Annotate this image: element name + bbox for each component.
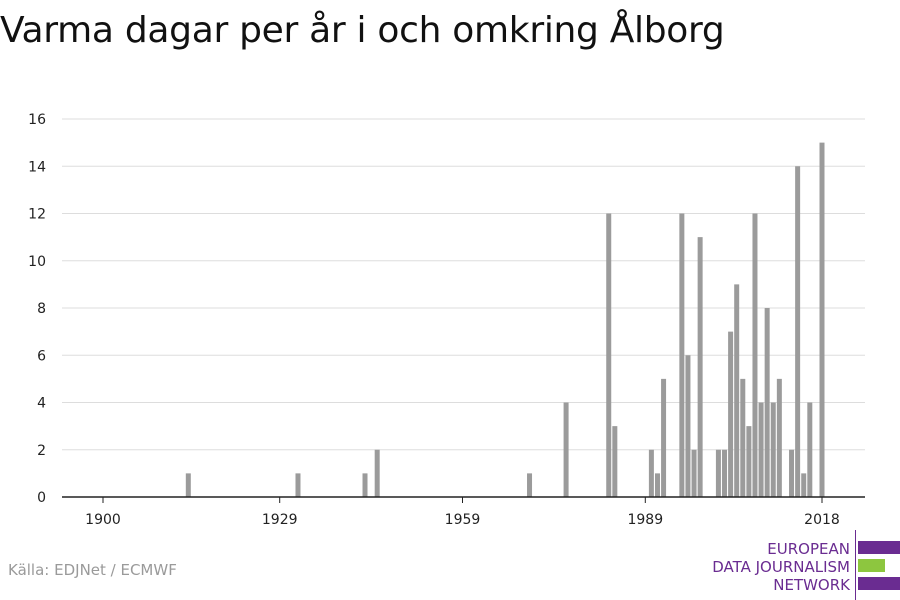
logo-bar-bottom <box>858 577 900 590</box>
bar-2010 <box>770 402 776 497</box>
y-tick-label: 14 <box>28 159 46 175</box>
logo-bar-top <box>858 541 900 554</box>
x-tick-label: 1929 <box>262 512 298 528</box>
bar-1932 <box>295 473 301 497</box>
x-tick-label: 1989 <box>627 512 663 528</box>
bar-2005 <box>740 378 746 497</box>
bars <box>185 142 825 497</box>
bar-1983 <box>606 213 612 497</box>
logo-line-3: NETWORK <box>773 576 850 594</box>
bar-1976 <box>563 402 569 497</box>
y-tick-label: 6 <box>37 348 46 364</box>
bar-2003 <box>728 331 734 497</box>
y-tick-label: 12 <box>28 207 46 223</box>
chart-title: Varma dagar per år i och omkring Ålborg <box>0 10 725 51</box>
y-tick-label: 10 <box>28 254 46 270</box>
x-axis-ticks: 1900 1929 1959 1989 2018 <box>85 497 840 528</box>
y-tick-label: 8 <box>37 301 46 317</box>
bar-1914 <box>185 473 191 497</box>
logo-text: EUROPEAN DATA JOURNALISM NETWORK <box>712 540 850 594</box>
y-tick-label: 4 <box>37 396 46 412</box>
bar-2007 <box>752 213 758 497</box>
bar-2004 <box>734 284 740 497</box>
bar-2011 <box>776 378 782 497</box>
bar-1970 <box>527 473 533 497</box>
bar-2018 <box>819 142 825 497</box>
bar-2014 <box>795 166 801 497</box>
x-tick-label: 1959 <box>445 512 481 528</box>
bar-1991 <box>654 473 660 497</box>
x-tick-label: 1900 <box>85 512 121 528</box>
source-note: Källa: EDJNet / ECMWF <box>8 561 177 579</box>
x-tick-label: 2018 <box>804 512 840 528</box>
bar-1990 <box>648 449 654 497</box>
bar-1995 <box>679 213 685 497</box>
bar-1997 <box>691 449 697 497</box>
bar-2008 <box>758 402 764 497</box>
grid-lines <box>62 118 865 451</box>
y-tick-label: 16 <box>28 112 46 128</box>
bar-2015 <box>801 473 807 497</box>
logo-bar-middle <box>858 559 885 572</box>
bar-1998 <box>697 237 703 497</box>
bar-2001 <box>715 449 721 497</box>
logo-line-1: EUROPEAN <box>767 540 850 558</box>
bar-2013 <box>789 449 795 497</box>
bar-2006 <box>746 426 752 497</box>
bar-1943 <box>362 473 368 497</box>
bar-2002 <box>722 449 728 497</box>
bar-2016 <box>807 402 813 497</box>
bar-1996 <box>685 355 691 497</box>
y-tick-label: 0 <box>37 490 46 506</box>
bar-2009 <box>764 308 770 497</box>
edjnet-logo: EUROPEAN DATA JOURNALISM NETWORK <box>700 530 900 600</box>
logo-divider <box>855 530 856 600</box>
bar-1992 <box>661 378 667 497</box>
logo-line-2: DATA JOURNALISM <box>712 558 850 576</box>
y-axis-tick-labels: 0 2 4 6 8 10 12 14 16 <box>28 112 46 506</box>
y-tick-label: 2 <box>37 443 46 459</box>
bar-1984 <box>612 426 618 497</box>
bar-1945 <box>374 449 380 497</box>
